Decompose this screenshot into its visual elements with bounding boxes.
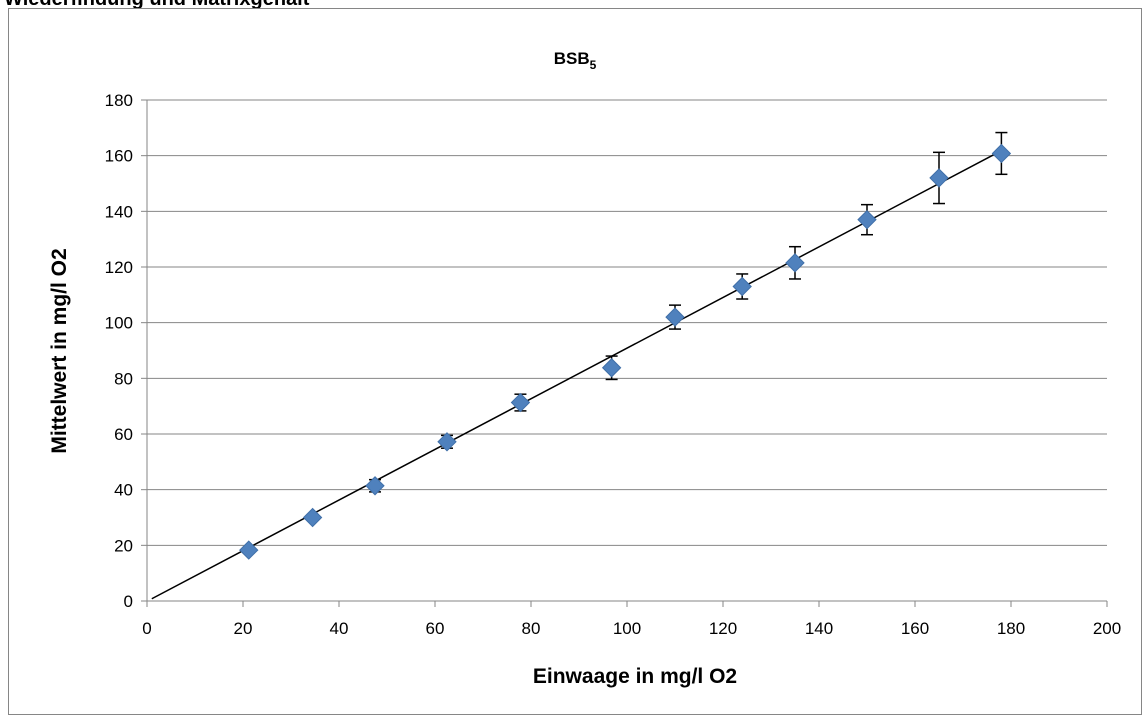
data-point	[732, 276, 752, 297]
y-tick-label: 120	[105, 258, 133, 277]
y-tick-label: 60	[114, 425, 133, 444]
point-layer	[239, 143, 1012, 560]
y-tick-label: 40	[114, 481, 133, 500]
axis-layer: 0 20 40 60 80 100 120 140 160 180 0 20 40 60 80 100 120 1…	[105, 91, 1122, 638]
y-tick-label: 80	[114, 369, 133, 388]
data-point	[437, 432, 457, 452]
trendline	[151, 149, 1002, 600]
y-tick-label: 20	[114, 536, 133, 555]
chart-svg: BSB5 0 20 40 60 80 100 120 140 160 180 0 20 40 60 80 10…	[48, 49, 1122, 688]
x-tick-label: 40	[330, 619, 349, 638]
data-point	[929, 168, 949, 188]
data-point	[665, 307, 685, 327]
x-tick-label: 100	[613, 619, 641, 638]
x-tick-label: 120	[709, 619, 737, 638]
y-tick-label: 100	[105, 314, 133, 333]
y-tick-label: 160	[105, 147, 133, 166]
x-tick-label: 0	[142, 619, 151, 638]
data-point	[857, 209, 877, 230]
data-point	[239, 540, 259, 560]
y-axis-title: Mittelwert in mg/l O2	[48, 248, 71, 453]
x-tick-label: 60	[426, 619, 445, 638]
page-heading: Wiederfindung und Matrixgehalt	[4, 0, 309, 11]
trendline-layer	[151, 149, 1002, 600]
data-point	[785, 253, 805, 273]
y-tick-label: 0	[124, 592, 133, 611]
x-tick-label: 200	[1093, 619, 1121, 638]
data-point	[302, 507, 323, 528]
data-point	[991, 143, 1012, 164]
data-point	[510, 392, 531, 413]
x-tick-label: 180	[997, 619, 1025, 638]
y-tick-label: 140	[105, 202, 133, 221]
data-point	[365, 476, 385, 496]
x-tick-label: 20	[234, 619, 253, 638]
chart-title: BSB5	[554, 49, 597, 72]
data-point	[601, 358, 622, 378]
y-tick-label: 180	[105, 91, 133, 110]
x-tick-label: 80	[522, 619, 541, 638]
chart-frame: BSB5 0 20 40 60 80 100 120 140 160 180 0 20 40 60 80 10…	[8, 8, 1142, 715]
grid-layer	[147, 99, 1107, 546]
x-axis-title: Einwaage in mg/l O2	[533, 665, 737, 688]
x-tick-label: 140	[805, 619, 833, 638]
x-tick-label: 160	[901, 619, 929, 638]
